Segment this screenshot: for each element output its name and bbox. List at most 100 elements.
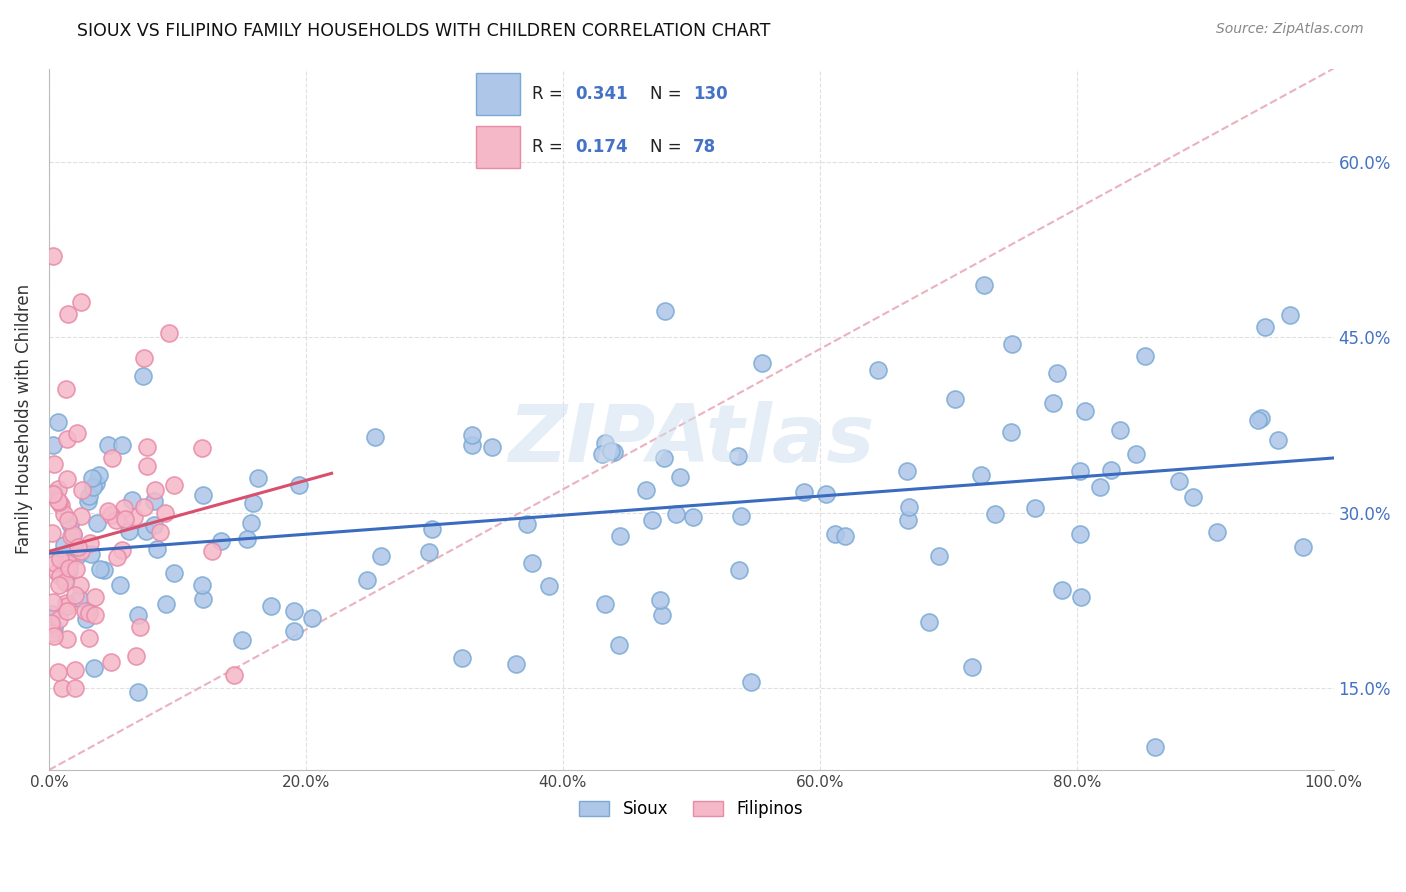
Point: [1167, 474, 1189, 488]
Point: [84, 590, 107, 604]
Point: [56, 599, 79, 613]
Point: [114, 512, 136, 526]
Point: [984, 507, 1007, 521]
Point: [53, 538, 76, 552]
Point: [118, 524, 141, 538]
Point: [1024, 500, 1046, 515]
Point: [593, 597, 616, 611]
Point: [97, 438, 120, 452]
Point: [650, 607, 672, 622]
Point: [56, 432, 79, 446]
Text: N =: N =: [650, 138, 692, 156]
Point: [970, 468, 993, 483]
Point: [41, 526, 63, 541]
Point: [66, 425, 89, 440]
Point: [1267, 433, 1289, 447]
Point: [461, 428, 484, 442]
Point: [125, 649, 148, 664]
Point: [127, 608, 149, 623]
Point: [58, 513, 80, 527]
Point: [55, 563, 77, 577]
Point: [108, 577, 131, 591]
Point: [283, 624, 305, 638]
Point: [896, 464, 918, 478]
Point: [42, 457, 65, 471]
Point: [42, 594, 65, 608]
Point: [191, 578, 214, 592]
Text: SIOUX VS FILIPINO FAMILY HOUSEHOLDS WITH CHILDREN CORRELATION CHART: SIOUX VS FILIPINO FAMILY HOUSEHOLDS WITH…: [77, 22, 770, 40]
Point: [89, 562, 111, 576]
Point: [1069, 464, 1091, 478]
Point: [73, 603, 96, 617]
Point: [283, 604, 305, 618]
Point: [1108, 423, 1130, 437]
Text: 130: 130: [693, 85, 727, 103]
Point: [39, 616, 62, 631]
Point: [224, 667, 246, 681]
Point: [641, 513, 664, 527]
Point: [82, 471, 104, 485]
Point: [1070, 590, 1092, 604]
Point: [121, 492, 143, 507]
Point: [42, 249, 65, 263]
Point: [112, 501, 135, 516]
Point: [522, 556, 544, 570]
Point: [49, 568, 72, 582]
Point: [153, 506, 176, 520]
Point: [75, 612, 97, 626]
Point: [824, 527, 846, 541]
Point: [69, 578, 91, 592]
Point: [46, 565, 69, 579]
Point: [87, 467, 110, 482]
Point: [420, 522, 443, 536]
Point: [77, 631, 100, 645]
Point: [193, 488, 215, 502]
Point: [1247, 413, 1270, 427]
Point: [46, 665, 69, 679]
Point: [136, 459, 159, 474]
Point: [132, 500, 155, 514]
Point: [86, 475, 108, 490]
Point: [66, 540, 89, 554]
Point: [814, 487, 837, 501]
Point: [1052, 582, 1074, 597]
Point: [134, 351, 156, 365]
Point: [1278, 308, 1301, 322]
Point: [70, 295, 93, 310]
Point: [86, 516, 108, 531]
FancyBboxPatch shape: [477, 126, 520, 168]
Point: [79, 547, 101, 561]
Point: [59, 516, 82, 531]
Point: [111, 438, 134, 452]
Point: [70, 544, 93, 558]
Point: [70, 483, 93, 498]
Point: [145, 541, 167, 556]
Point: [943, 392, 966, 407]
Point: [960, 660, 983, 674]
Point: [77, 607, 100, 621]
Point: [136, 440, 159, 454]
Point: [42, 629, 65, 643]
Text: Source: ZipAtlas.com: Source: ZipAtlas.com: [1216, 22, 1364, 37]
Point: [834, 528, 856, 542]
Point: [70, 508, 93, 523]
Point: [56, 603, 79, 617]
FancyBboxPatch shape: [477, 73, 520, 114]
Point: [55, 596, 77, 610]
Point: [727, 449, 749, 463]
Point: [79, 605, 101, 619]
Text: ZIPAtlas: ZIPAtlas: [508, 401, 875, 479]
Point: [55, 383, 77, 397]
Point: [600, 444, 623, 458]
Point: [41, 607, 63, 621]
Point: [461, 438, 484, 452]
Point: [51, 498, 73, 512]
Point: [1206, 524, 1229, 539]
Point: [537, 579, 560, 593]
Point: [917, 615, 939, 629]
Point: [93, 563, 115, 577]
Point: [1254, 319, 1277, 334]
Text: R =: R =: [531, 138, 568, 156]
Point: [67, 549, 90, 563]
Point: [191, 592, 214, 607]
